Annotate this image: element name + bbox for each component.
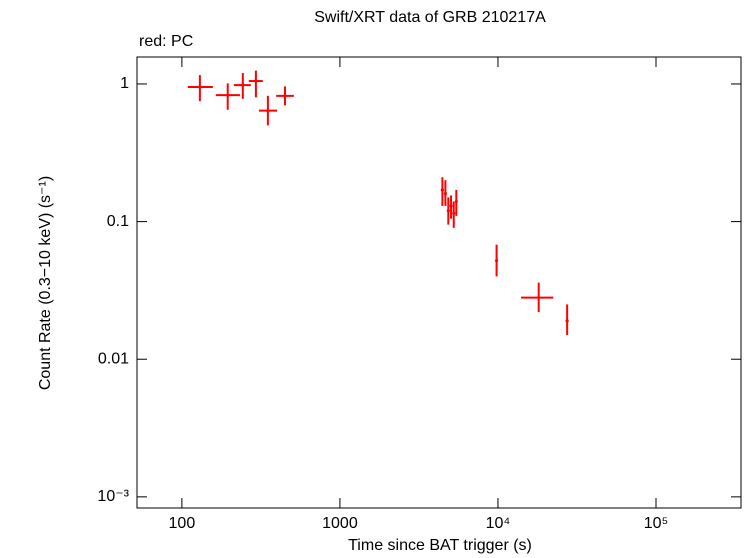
y-tick-label: 10⁻³ xyxy=(97,488,129,505)
y-axis-label: Count Rate (0.3−10 keV) (s⁻¹) xyxy=(37,176,54,390)
x-tick-label: 1000 xyxy=(322,515,358,532)
x-axis-label: Time since BAT trigger (s) xyxy=(348,537,532,554)
data-point xyxy=(266,109,270,113)
data-point xyxy=(452,211,456,215)
data-point xyxy=(495,259,499,263)
y-tick-label: 0.01 xyxy=(98,350,129,367)
data-point xyxy=(454,199,458,203)
data-point xyxy=(254,79,258,83)
data-point xyxy=(241,83,245,87)
x-tick-label: 100 xyxy=(169,515,196,532)
y-tick-label: 1 xyxy=(120,75,129,92)
data-point xyxy=(283,94,287,98)
plot-frame xyxy=(136,56,742,509)
data-point xyxy=(537,296,541,300)
data-point xyxy=(443,192,447,196)
data-point xyxy=(565,319,569,323)
data-point xyxy=(226,93,230,97)
x-tick-label: 10⁴ xyxy=(486,515,511,532)
data-point xyxy=(449,204,453,208)
annotation: red: PC xyxy=(139,33,193,50)
x-tick-label: 10⁵ xyxy=(644,515,668,532)
data-point xyxy=(440,188,444,192)
y-tick-label: 0.1 xyxy=(107,213,129,230)
chart-title: Swift/XRT data of GRB 210217A xyxy=(314,9,546,26)
data-point xyxy=(446,209,450,213)
data-point xyxy=(198,85,202,89)
